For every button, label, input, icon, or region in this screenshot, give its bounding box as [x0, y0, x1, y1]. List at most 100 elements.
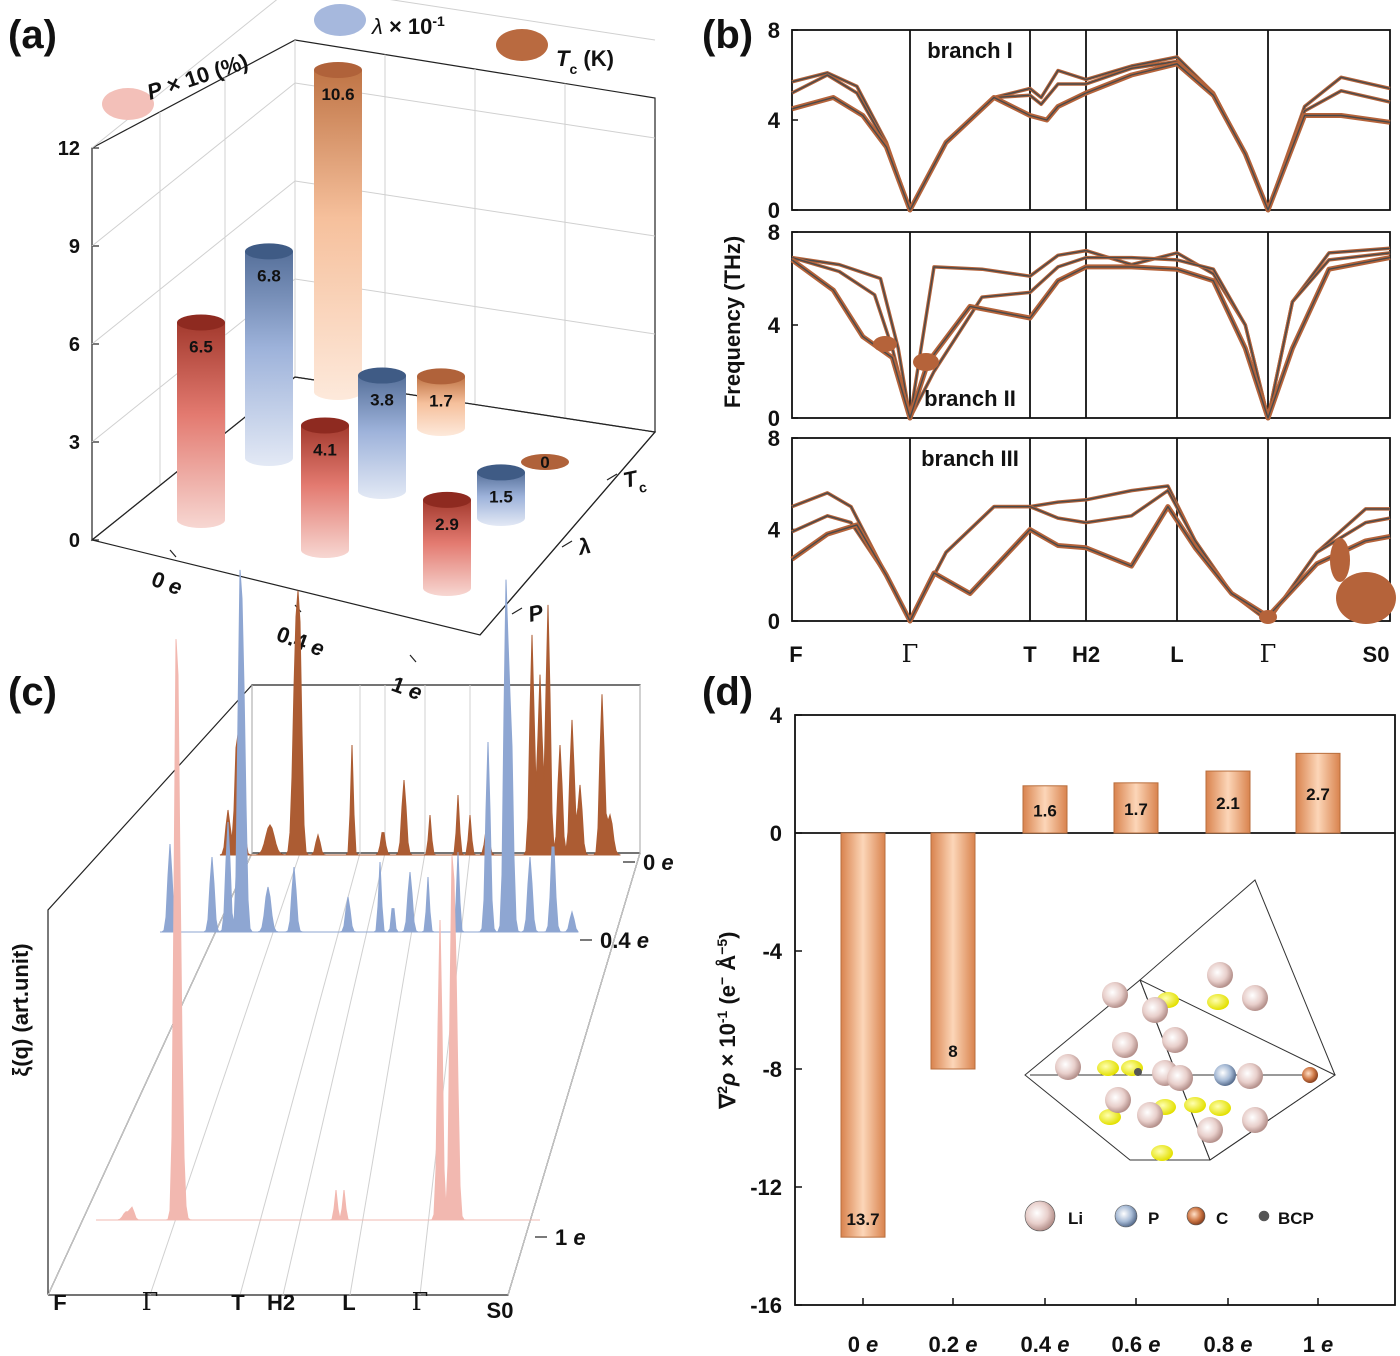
kpath-label: Γ [1260, 640, 1277, 668]
kpath-label: H2 [1072, 642, 1100, 667]
panel-d-inset-structure [1024, 879, 1336, 1161]
series-label: 0.4 e [600, 928, 649, 953]
depth-tick [511, 607, 523, 615]
bar-rect [1205, 770, 1251, 834]
bar-0.4e-1: 3.8 [358, 367, 406, 499]
legend-label: P [1148, 1209, 1159, 1228]
panel-b: (b) Frequency (THz) 0 4 8 branch I 0 4 8 branch… [702, 13, 1396, 668]
bar-body [301, 425, 349, 558]
bar-body [314, 69, 362, 401]
bar-value-label: 1.5 [489, 487, 513, 506]
y-tick-label: -8 [762, 1057, 782, 1082]
bar-body [358, 375, 406, 499]
y-tick-label: 0 [768, 198, 780, 223]
y-tick-label: 0 [770, 821, 782, 846]
legend-marker [1186, 1206, 1206, 1226]
phonon-weight-blob [1336, 572, 1396, 624]
legend-label-lambda: λ × 10-1 [371, 13, 445, 39]
y-tick-label: 8 [768, 426, 780, 451]
phonon-branch [791, 256, 1391, 419]
bar-body [477, 472, 525, 526]
bar-value-label: 2.7 [1306, 785, 1330, 804]
kpath-label: Γ [142, 1288, 159, 1316]
bar-body [245, 251, 293, 466]
xi-curve-1e [96, 639, 540, 1221]
kpath-label: S0 [487, 1298, 514, 1323]
panel-d: (d) ∇2ρ × 10-1 (e− Å−5) 4 0 -4 -8 -12 -16 13.… [702, 670, 1396, 1356]
li-atom [1242, 985, 1268, 1011]
subpanel-branch-3: 0 4 8 branch III [768, 426, 1391, 634]
bar-value-label: 4.1 [313, 440, 337, 459]
category-label: 1 e [388, 671, 425, 705]
panel-d-axes: 4 0 -4 -8 -12 -16 [750, 703, 1396, 1318]
bar-0.8e: 2.1 0.8 e [1204, 770, 1252, 1356]
bar-0.4e-0: 4.1 [301, 417, 349, 558]
bar-0e-0: 6.5 [177, 314, 225, 528]
phonon-branch-weighted [790, 504, 1391, 624]
bar-top [477, 464, 525, 481]
bar-body [177, 322, 225, 528]
bar-value-label: 1.7 [1124, 800, 1148, 819]
bar-0.4e-2: 1.7 [417, 368, 465, 436]
series-label: 1 e [555, 1225, 586, 1250]
kpath-grid-floor [47, 852, 253, 1296]
bar-value-label: 1.6 [1033, 801, 1057, 820]
subpanel-frame [791, 231, 1391, 419]
xi-curve-0.4e [159, 569, 579, 933]
kpath-label: F [789, 642, 802, 667]
c-atom [1302, 1067, 1318, 1083]
panel-d-bars: 13.7 0 e 8 0.2 e 1.6 0.4 e 1.7 0.6 e 2.1 0.8 e 2.7… [840, 752, 1341, 1356]
kpath-grid-floor [507, 852, 641, 1296]
grid-back-wall [389, 0, 656, 41]
electron-density-lobe [1099, 1109, 1121, 1125]
electron-density-lobe [1097, 1060, 1119, 1076]
phonon-weight-blob [1330, 538, 1350, 582]
bar-top [521, 454, 569, 470]
category-tick [409, 654, 417, 663]
y-tick-label: 4 [768, 518, 781, 543]
panel-c-ylabel: ξ(q) (art.unit) [8, 943, 33, 1076]
bar-body [417, 376, 465, 436]
bar-value-label: 2.1 [1216, 794, 1240, 813]
legend-label: Li [1068, 1209, 1083, 1228]
electron-density-lobe [1184, 1097, 1206, 1113]
electron-density-lobe [1209, 1100, 1231, 1116]
electron-density-lobe [1207, 994, 1229, 1010]
legend-swatch [314, 4, 366, 36]
panel-c-curves [96, 569, 621, 1221]
z-tick-label: 6 [69, 334, 80, 356]
panel-d-legend: Li P C BCP [1024, 1200, 1314, 1232]
li-atom [1162, 1027, 1188, 1053]
li-atom [1142, 997, 1168, 1023]
phonon-weight-blob [913, 353, 939, 371]
phonon-branch [791, 485, 1390, 622]
bar-rect [930, 832, 976, 1070]
bar-rect [1113, 782, 1159, 834]
panel-b-label: (b) [702, 13, 753, 57]
bar-rect [1022, 785, 1068, 834]
bar-value-label: 6.8 [257, 266, 281, 285]
legend-label: C [1216, 1209, 1228, 1228]
subpanel-frame [791, 437, 1391, 622]
depth-axis [479, 431, 656, 636]
p-atom [1214, 1064, 1236, 1086]
plot-frame [794, 714, 1396, 1306]
bar-value-label: 13.7 [846, 1210, 879, 1229]
phonon-branch [791, 489, 1391, 622]
panel-b-subpanels: 0 4 8 branch I 0 4 8 branch II 0 4 8 branch III [768, 18, 1396, 634]
panel-c: (c) ξ(q) (art.unit) 0 e 0.4 e 1 e F Γ T H2 L Γ S0 [8, 569, 674, 1323]
bar-top [358, 367, 406, 384]
y-tick-label: 4 [768, 313, 781, 338]
electron-density-lobe [1151, 1145, 1173, 1161]
bar-1e-0: 2.9 [423, 491, 471, 596]
y-tick-label: -16 [750, 1293, 782, 1318]
category-label: 0 e [148, 566, 185, 600]
kpath-grid-floor [239, 852, 361, 1296]
depth-label: λ [575, 533, 593, 560]
bar-value-label: 1.7 [429, 391, 453, 410]
kpath-label: Γ [902, 640, 919, 668]
li-atom [1242, 1107, 1268, 1133]
bar-0.2e: 8 0.2 e [929, 832, 977, 1356]
kpath-label: F [53, 1290, 66, 1315]
